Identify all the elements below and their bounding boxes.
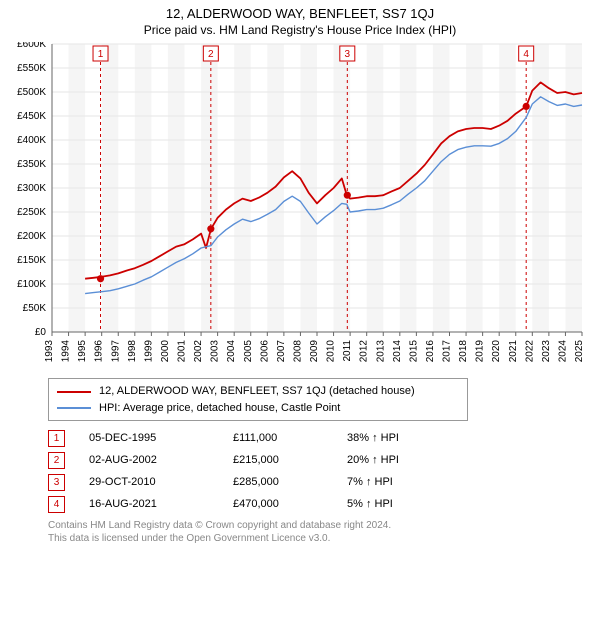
legend-item: 12, ALDERWOOD WAY, BENFLEET, SS7 1QJ (de…: [57, 383, 459, 400]
page-title: 12, ALDERWOOD WAY, BENFLEET, SS7 1QJ: [10, 6, 590, 23]
svg-text:£500K: £500K: [17, 87, 46, 98]
event-date: 05-DEC-1995: [89, 432, 209, 444]
footer-line: This data is licensed under the Open Gov…: [48, 532, 590, 545]
svg-text:£50K: £50K: [23, 303, 47, 314]
footer-note: Contains HM Land Registry data © Crown c…: [48, 519, 590, 545]
svg-text:2018: 2018: [458, 340, 469, 363]
svg-text:1995: 1995: [77, 340, 88, 363]
svg-text:£100K: £100K: [17, 279, 46, 290]
event-delta: 5% ↑ HPI: [347, 498, 437, 510]
svg-text:2019: 2019: [475, 340, 486, 363]
svg-text:2021: 2021: [508, 340, 519, 363]
event-date: 16-AUG-2021: [89, 498, 209, 510]
event-marker-icon: 1: [48, 430, 65, 447]
svg-text:2017: 2017: [442, 340, 453, 363]
svg-text:£200K: £200K: [17, 231, 46, 242]
svg-text:£600K: £600K: [17, 42, 46, 50]
event-date: 29-OCT-2010: [89, 476, 209, 488]
event-row: 3 29-OCT-2010 £285,000 7% ↑ HPI: [48, 471, 590, 493]
svg-text:2013: 2013: [375, 340, 386, 363]
event-date: 02-AUG-2002: [89, 454, 209, 466]
event-delta: 20% ↑ HPI: [347, 454, 437, 466]
svg-text:2004: 2004: [226, 340, 237, 363]
svg-text:1996: 1996: [94, 340, 105, 363]
svg-text:2020: 2020: [491, 340, 502, 363]
svg-text:1994: 1994: [61, 340, 72, 363]
svg-text:2006: 2006: [259, 340, 270, 363]
svg-text:2007: 2007: [276, 340, 287, 363]
svg-text:2009: 2009: [309, 340, 320, 363]
event-marker-icon: 3: [48, 474, 65, 491]
svg-text:2011: 2011: [342, 340, 353, 362]
event-price: £470,000: [233, 498, 323, 510]
legend-label: 12, ALDERWOOD WAY, BENFLEET, SS7 1QJ (de…: [99, 383, 415, 400]
svg-text:£450K: £450K: [17, 111, 46, 122]
svg-text:£400K: £400K: [17, 135, 46, 146]
svg-text:2: 2: [208, 49, 214, 60]
svg-text:2024: 2024: [557, 340, 568, 363]
event-row: 4 16-AUG-2021 £470,000 5% ↑ HPI: [48, 493, 590, 515]
event-marker-icon: 2: [48, 452, 65, 469]
svg-text:1999: 1999: [143, 340, 154, 363]
svg-text:£250K: £250K: [17, 207, 46, 218]
legend-item: HPI: Average price, detached house, Cast…: [57, 400, 459, 417]
svg-text:2015: 2015: [408, 340, 419, 363]
svg-text:2002: 2002: [193, 340, 204, 363]
svg-text:2003: 2003: [210, 340, 221, 363]
svg-text:2005: 2005: [243, 340, 254, 363]
svg-text:1: 1: [98, 49, 104, 60]
event-row: 1 05-DEC-1995 £111,000 38% ↑ HPI: [48, 427, 590, 449]
svg-text:2001: 2001: [177, 340, 188, 363]
svg-text:2008: 2008: [292, 340, 303, 363]
svg-text:£550K: £550K: [17, 63, 46, 74]
svg-text:2012: 2012: [359, 340, 370, 363]
page-subtitle: Price paid vs. HM Land Registry's House …: [10, 23, 590, 39]
svg-text:2014: 2014: [392, 340, 403, 363]
svg-text:2022: 2022: [524, 340, 535, 363]
price-chart: £0 £50K £100K £150K £200K £250K £300K £350K £400…: [10, 42, 590, 372]
svg-text:£350K: £350K: [17, 159, 46, 170]
events-table: 1 05-DEC-1995 £111,000 38% ↑ HPI 2 02-AUG-200…: [48, 427, 590, 515]
svg-text:1998: 1998: [127, 340, 138, 363]
svg-text:3: 3: [345, 49, 351, 60]
svg-text:1997: 1997: [110, 340, 121, 363]
svg-text:£150K: £150K: [17, 255, 46, 266]
svg-text:2016: 2016: [425, 340, 436, 363]
svg-text:2010: 2010: [326, 340, 337, 363]
event-delta: 7% ↑ HPI: [347, 476, 437, 488]
legend-label: HPI: Average price, detached house, Cast…: [99, 400, 340, 417]
event-price: £285,000: [233, 476, 323, 488]
event-delta: 38% ↑ HPI: [347, 432, 437, 444]
event-row: 2 02-AUG-2002 £215,000 20% ↑ HPI: [48, 449, 590, 471]
legend-swatch: [57, 391, 91, 393]
svg-text:4: 4: [523, 49, 529, 60]
svg-text:£300K: £300K: [17, 183, 46, 194]
legend: 12, ALDERWOOD WAY, BENFLEET, SS7 1QJ (de…: [48, 378, 468, 421]
event-price: £215,000: [233, 454, 323, 466]
svg-text:£0: £0: [35, 327, 47, 338]
legend-swatch: [57, 407, 91, 409]
footer-line: Contains HM Land Registry data © Crown c…: [48, 519, 590, 532]
event-price: £111,000: [233, 432, 323, 444]
svg-text:1993: 1993: [44, 340, 55, 363]
svg-text:2000: 2000: [160, 340, 171, 363]
event-marker-icon: 4: [48, 496, 65, 513]
svg-text:2025: 2025: [574, 340, 585, 363]
svg-text:2023: 2023: [541, 340, 552, 363]
